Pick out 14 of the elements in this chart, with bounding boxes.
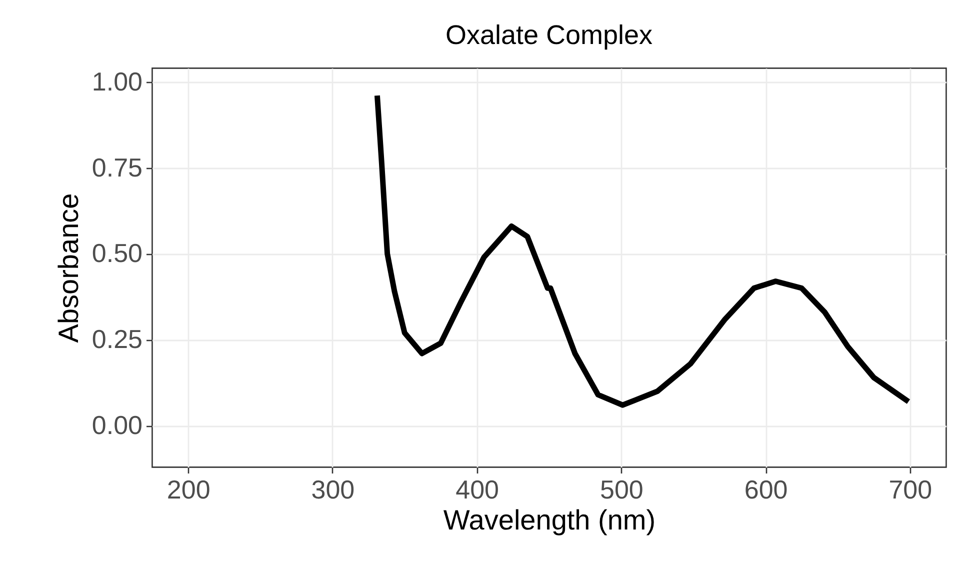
x-tick-label: 400 bbox=[456, 474, 500, 504]
y-tick-label: 0.00 bbox=[92, 410, 142, 440]
x-tick-label: 300 bbox=[311, 474, 355, 504]
chart-title: Oxalate Complex bbox=[445, 20, 654, 50]
y-tick-label: 1.00 bbox=[92, 66, 142, 96]
y-tick-label: 0.75 bbox=[92, 152, 142, 182]
y-tick-label: 0.50 bbox=[92, 238, 142, 268]
x-tick-label: 600 bbox=[744, 474, 788, 504]
x-tick-label: 700 bbox=[888, 474, 932, 504]
x-tick-label: 500 bbox=[600, 474, 644, 504]
y-tick-label: 0.25 bbox=[92, 324, 142, 354]
y-axis-title: Absorbance bbox=[52, 193, 84, 343]
x-axis-title: Wavelength (nm) bbox=[443, 504, 656, 536]
x-tick-label: 200 bbox=[166, 474, 210, 504]
